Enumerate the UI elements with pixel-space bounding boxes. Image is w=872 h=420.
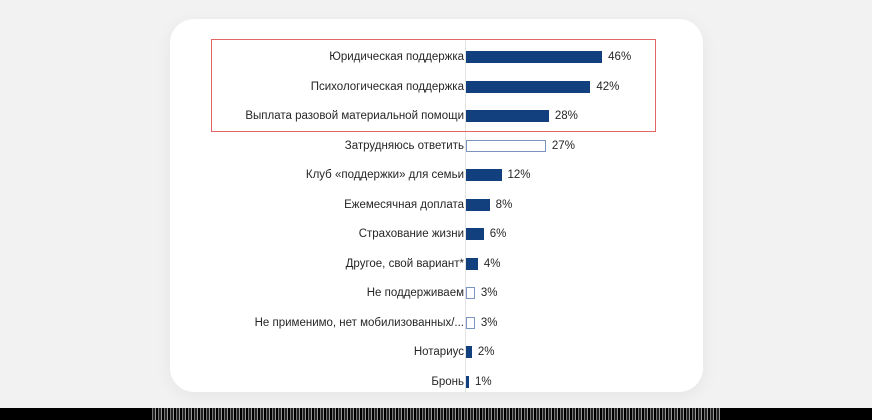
- bar-row: Ежемесячная доплата 8%: [211, 195, 671, 215]
- bar: [466, 169, 502, 181]
- value-label: 28%: [554, 110, 578, 122]
- bar-row: Юридическая поддержка 46%: [211, 47, 671, 67]
- bar: [466, 139, 546, 152]
- bar: [466, 110, 549, 122]
- value-label: 27%: [551, 139, 575, 152]
- bar-row: Не поддерживаем 3%: [211, 283, 671, 303]
- bar: [466, 287, 475, 299]
- value-label: 1%: [474, 375, 492, 388]
- value-label: 6%: [489, 228, 507, 240]
- bar: [466, 80, 591, 93]
- value-label: 12%: [507, 169, 531, 181]
- bar: [466, 228, 484, 240]
- category-label: Психологическая поддержка: [310, 80, 464, 93]
- bar: [466, 316, 475, 329]
- category-label: Выплата разовой материальной помощи: [245, 110, 464, 122]
- bar-row: Нотариус 2%: [211, 342, 671, 362]
- bottom-noise-strip: [150, 408, 720, 420]
- value-label: 8%: [495, 198, 513, 211]
- bar-row: Страхование жизни 6%: [211, 224, 671, 244]
- bar-row: Клуб «поддержки» для семьи 12%: [211, 165, 671, 185]
- bar-row: Бронь 1%: [211, 372, 671, 392]
- bar-row: Психологическая поддержка 42%: [211, 77, 671, 97]
- bar-row: Другое, свой вариант* 4%: [211, 254, 671, 274]
- category-label: Страхование жизни: [358, 228, 464, 240]
- category-label: Ежемесячная доплата: [344, 198, 464, 211]
- category-label: Не поддерживаем: [366, 287, 464, 299]
- bar: [466, 51, 603, 63]
- value-label: 3%: [480, 287, 498, 299]
- value-label: 42%: [596, 80, 620, 93]
- value-label: 4%: [483, 257, 501, 270]
- category-label: Нотариус: [413, 346, 464, 358]
- bar: [466, 375, 469, 388]
- category-label: Бронь: [431, 375, 464, 388]
- category-label: Не применимо, нет мобилизованных/...: [254, 316, 464, 329]
- category-label: Другое, свой вариант*: [345, 257, 464, 270]
- bar-row: Затрудняюсь ответить 27%: [211, 136, 671, 156]
- bar: [466, 346, 472, 358]
- category-label: Затрудняюсь ответить: [344, 139, 464, 152]
- bar: [466, 257, 478, 270]
- category-axis-line: [465, 40, 466, 392]
- bar: [466, 198, 490, 211]
- value-label: 3%: [480, 316, 498, 329]
- category-label: Клуб «поддержки» для семьи: [305, 169, 464, 181]
- bar-row: Не применимо, нет мобилизованных/... 3%: [211, 313, 671, 333]
- value-label: 46%: [608, 51, 632, 63]
- top-three-highlight-box: [211, 39, 656, 132]
- value-label: 2%: [477, 346, 495, 358]
- bar-row: Выплата разовой материальной помощи 28%: [211, 106, 671, 126]
- chart-card: [170, 19, 703, 392]
- category-label: Юридическая поддержка: [329, 51, 464, 63]
